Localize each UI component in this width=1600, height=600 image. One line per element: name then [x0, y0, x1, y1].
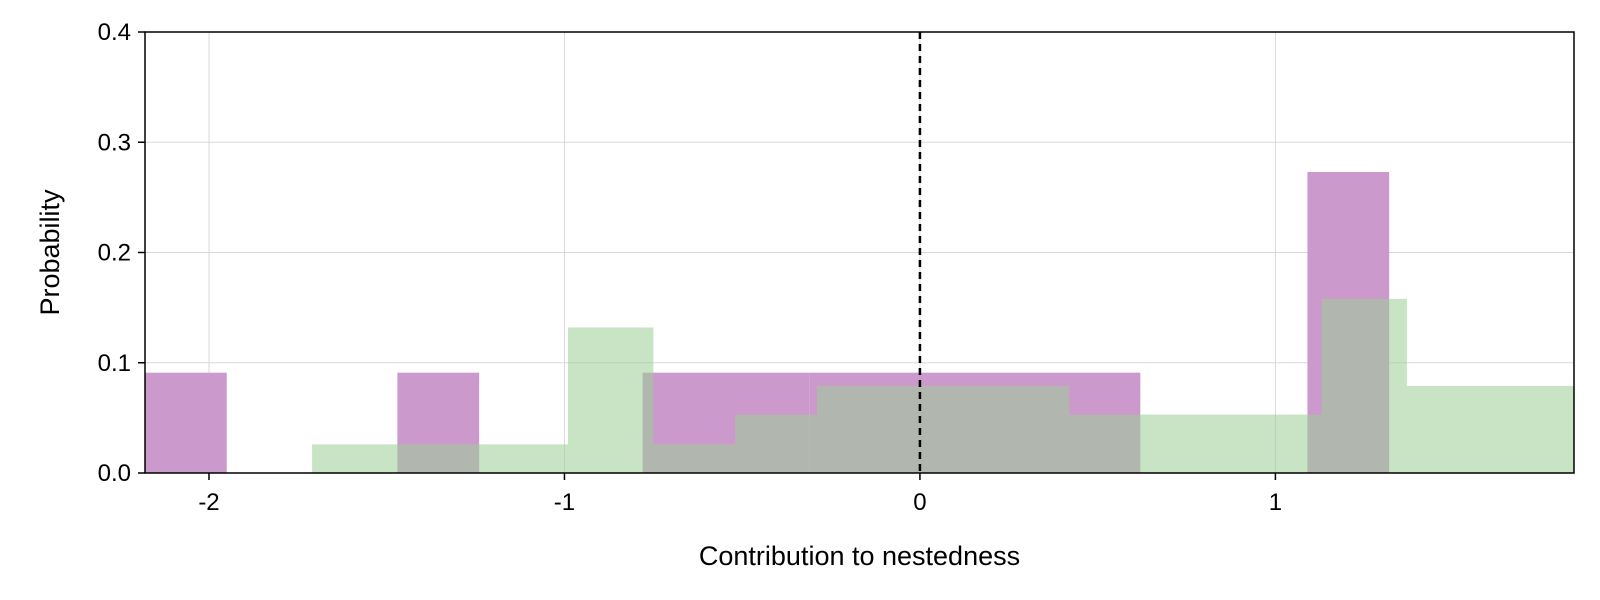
histogram-bar — [145, 372, 227, 473]
y-tick-label: 0.4 — [98, 19, 131, 46]
y-axis-label: Probability — [35, 189, 65, 316]
y-tick-label: 0.0 — [98, 460, 131, 487]
histogram-bar — [1406, 385, 1574, 473]
histogram-bar — [312, 444, 569, 473]
x-tick-label: 1 — [1269, 489, 1282, 516]
histogram-bar — [568, 327, 654, 473]
histogram-bar — [1069, 414, 1322, 473]
y-tick-label: 0.1 — [98, 350, 131, 377]
x-tick-label: -2 — [198, 489, 219, 516]
y-tick-label: 0.3 — [98, 129, 131, 156]
histogram-bar — [653, 444, 736, 473]
histogram-bar — [735, 414, 817, 473]
y-tick-label: 0.2 — [98, 240, 131, 267]
axis-ticks: -2 -1 0 1 0.0 0.1 0.2 0.3 0.4 — [98, 19, 1282, 516]
histogram-bars — [145, 172, 1574, 473]
histogram-bar — [1321, 298, 1407, 473]
x-tick-label: 0 — [913, 489, 926, 516]
x-axis-label: Contribution to nestedness — [699, 541, 1020, 571]
x-tick-label: -1 — [554, 489, 575, 516]
histogram-bar — [816, 385, 1070, 473]
